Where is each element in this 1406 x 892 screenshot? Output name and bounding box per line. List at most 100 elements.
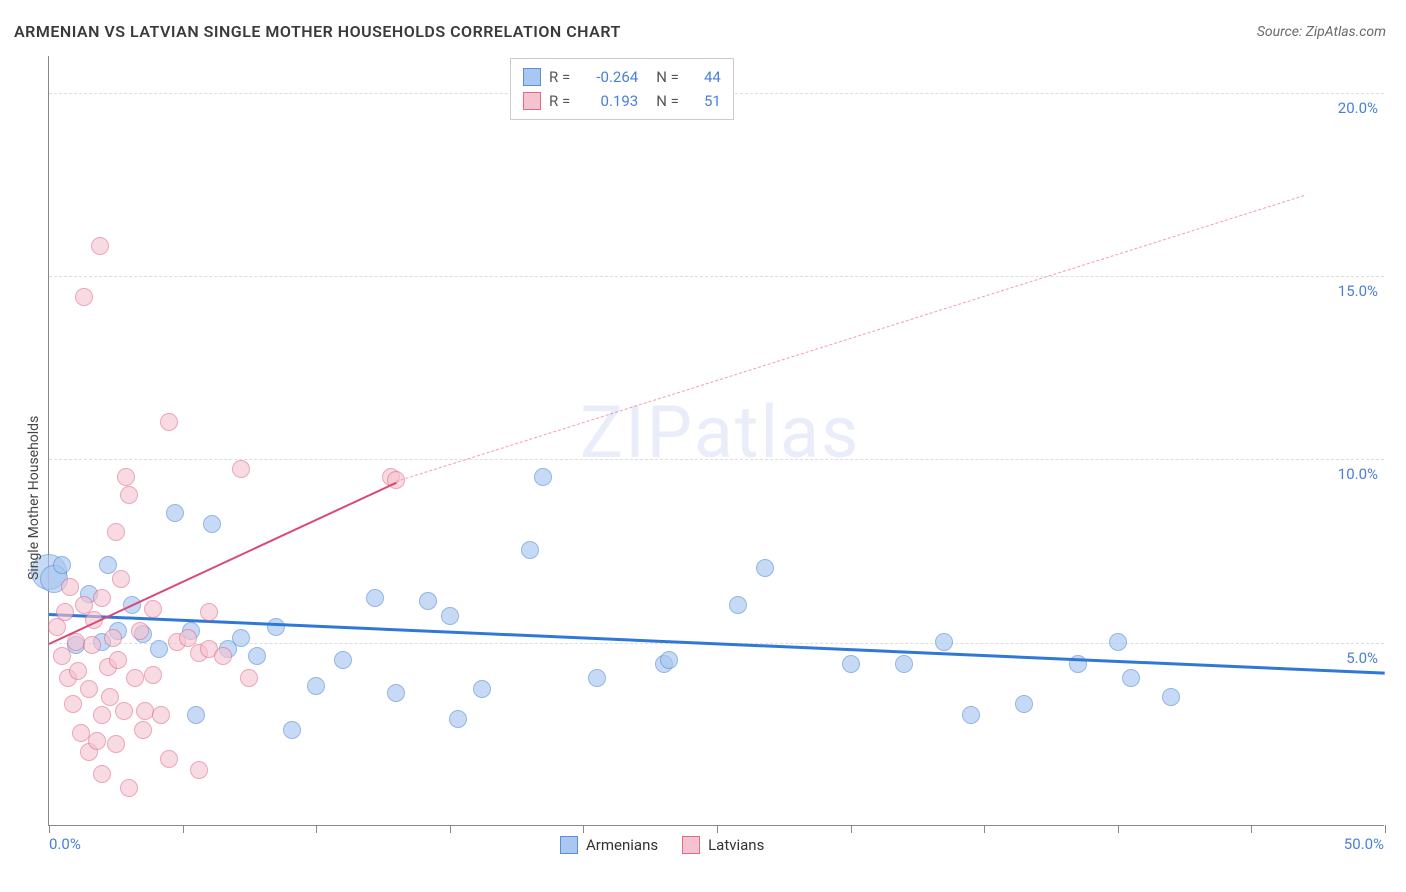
x-tick: [851, 825, 852, 833]
data-point: [267, 618, 285, 636]
data-point: [134, 721, 152, 739]
data-point: [842, 655, 860, 673]
data-point: [160, 750, 178, 768]
legend-swatch: [560, 836, 578, 854]
data-point: [69, 662, 87, 680]
data-point: [729, 596, 747, 614]
data-point: [187, 706, 205, 724]
x-tick: [1251, 825, 1252, 833]
data-point: [107, 523, 125, 541]
data-point: [117, 468, 135, 486]
correlation-chart: ARMENIAN VS LATVIAN SINGLE MOTHER HOUSEH…: [0, 0, 1406, 892]
y-axis-label: Single Mother Households: [26, 415, 42, 579]
data-point: [166, 504, 184, 522]
data-point: [53, 556, 71, 574]
data-point: [534, 468, 552, 486]
data-point: [53, 647, 71, 665]
source-attribution: Source: ZipAtlas.com: [1257, 24, 1386, 40]
y-tick-label: 20.0%: [1338, 99, 1378, 117]
legend-item: Armenians: [560, 836, 658, 854]
data-point: [93, 706, 111, 724]
x-tick: [1118, 825, 1119, 833]
source-label: Source:: [1257, 24, 1302, 40]
data-point: [1162, 688, 1180, 706]
plot-area: 5.0%10.0%15.0%20.0%0.0%50.0%: [48, 56, 1384, 826]
data-point: [449, 710, 467, 728]
data-point: [80, 680, 98, 698]
gridline: [49, 459, 1384, 460]
data-point: [473, 680, 491, 698]
data-point: [150, 640, 168, 658]
stats-legend: R =-0.264N =44R =0.193N =51: [510, 58, 734, 120]
data-point: [232, 460, 250, 478]
x-tick: [583, 825, 584, 833]
legend-label: Armenians: [586, 836, 658, 854]
data-point: [588, 669, 606, 687]
legend-item: Latvians: [682, 836, 764, 854]
data-point: [115, 702, 133, 720]
data-point: [109, 651, 127, 669]
x-tick: [717, 825, 718, 833]
x-tick: [316, 825, 317, 833]
y-tick-label: 10.0%: [1338, 465, 1378, 483]
x-tick: [1385, 825, 1386, 833]
r-label: R =: [549, 68, 570, 86]
data-point: [756, 559, 774, 577]
r-label: R =: [549, 92, 570, 110]
x-tick: [183, 825, 184, 833]
data-point: [160, 413, 178, 431]
data-point: [660, 651, 678, 669]
data-point: [88, 732, 106, 750]
data-point: [895, 655, 913, 673]
data-point: [521, 541, 539, 559]
data-point: [152, 706, 170, 724]
x-tick: [450, 825, 451, 833]
legend-label: Latvians: [708, 836, 764, 854]
data-point: [91, 237, 109, 255]
data-point: [93, 589, 111, 607]
data-point: [101, 688, 119, 706]
data-point: [1109, 633, 1127, 651]
data-point: [83, 636, 101, 654]
data-point: [120, 779, 138, 797]
x-tick: [49, 825, 50, 833]
series-legend: Armenians Latvians: [560, 836, 764, 854]
data-point: [107, 735, 125, 753]
data-point: [962, 706, 980, 724]
data-point: [64, 695, 82, 713]
legend-swatch: [682, 836, 700, 854]
data-point: [75, 288, 93, 306]
n-value: 44: [687, 68, 721, 86]
r-value: -0.264: [578, 68, 638, 86]
data-point: [120, 486, 138, 504]
data-point: [126, 669, 144, 687]
trend-line: [396, 195, 1305, 482]
data-point: [366, 589, 384, 607]
x-tick: [984, 825, 985, 833]
data-point: [200, 603, 218, 621]
data-point: [144, 666, 162, 684]
data-point: [104, 629, 122, 647]
r-value: 0.193: [578, 92, 638, 110]
data-point: [441, 607, 459, 625]
data-point: [248, 647, 266, 665]
data-point: [935, 633, 953, 651]
data-point: [99, 556, 117, 574]
data-point: [190, 761, 208, 779]
y-tick-label: 15.0%: [1338, 282, 1378, 300]
source-value: ZipAtlas.com: [1306, 24, 1386, 40]
data-point: [240, 669, 258, 687]
data-point: [112, 570, 130, 588]
data-point: [144, 600, 162, 618]
x-tick-label-right: 50.0%: [1344, 835, 1384, 853]
x-tick-label-left: 0.0%: [49, 835, 81, 853]
stats-legend-row: R =0.193N =51: [523, 89, 721, 113]
data-point: [232, 629, 250, 647]
chart-title: ARMENIAN VS LATVIAN SINGLE MOTHER HOUSEH…: [14, 22, 621, 41]
data-point: [283, 721, 301, 739]
data-point: [61, 578, 79, 596]
data-point: [334, 651, 352, 669]
stats-legend-row: R =-0.264N =44: [523, 65, 721, 89]
gridline: [49, 276, 1384, 277]
data-point: [56, 603, 74, 621]
